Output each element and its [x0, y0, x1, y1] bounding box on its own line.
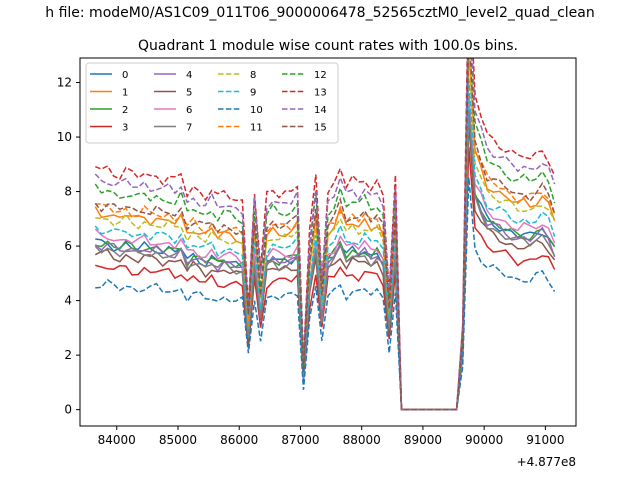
series-line-7: [94, 109, 556, 411]
legend-label-7: 7: [186, 123, 192, 134]
x-tick-label: 89000: [404, 433, 442, 447]
legend-label-3: 3: [122, 123, 128, 134]
chart-title: Quadrant 1 module wise count rates with …: [138, 38, 518, 54]
y-tick-label: 6: [64, 239, 72, 253]
x-tick-label: 90000: [465, 433, 503, 447]
y-axis: 0 2 4 6 8 10 12: [57, 76, 80, 417]
x-offset-label: +4.877e8: [517, 455, 576, 469]
legend-label-13: 13: [314, 88, 327, 99]
plot-area: 84000 85000 86000 87000 88000 89000 90000 91000…: [57, 57, 577, 469]
y-tick-label: 4: [64, 294, 72, 308]
series-line-15: [94, 58, 556, 411]
series-lines: [94, 58, 556, 411]
y-tick-label: 8: [64, 185, 72, 199]
legend-label-15: 15: [314, 123, 327, 134]
legend-label-9: 9: [250, 88, 256, 99]
legend-label-0: 0: [122, 70, 128, 81]
y-tick-label: 2: [64, 348, 72, 362]
y-tick-label: 0: [64, 403, 72, 417]
x-tick-label: 87000: [281, 433, 319, 447]
legend-label-2: 2: [122, 105, 128, 116]
x-tick-label: 85000: [159, 433, 197, 447]
series-line-13: [95, 58, 556, 411]
y-tick-label: 12: [57, 76, 72, 90]
axes-frame: [79, 57, 577, 427]
legend-label-10: 10: [250, 105, 263, 116]
legend-label-5: 5: [186, 88, 192, 99]
x-tick-label: 86000: [220, 433, 258, 447]
series-line-14: [94, 58, 556, 411]
series-line-10: [95, 177, 556, 411]
legend-label-11: 11: [250, 123, 263, 134]
legend-label-12: 12: [314, 70, 327, 81]
legend-frame: [85, 62, 339, 144]
x-axis: 84000 85000 86000 87000 88000 89000 90000 91000: [98, 426, 564, 447]
legend-label-8: 8: [250, 70, 256, 81]
legend-label-1: 1: [122, 88, 128, 99]
series-line-9: [94, 78, 556, 411]
y-tick-label: 10: [57, 130, 72, 144]
series-line-8: [95, 58, 556, 411]
x-tick-label: 88000: [343, 433, 381, 447]
legend-label-14: 14: [314, 105, 327, 116]
legend-label-4: 4: [186, 70, 192, 81]
figure-suptitle: h file: modeM0/AS1C09_011T06_9000006478_…: [45, 5, 594, 21]
legend-label-6: 6: [186, 105, 192, 116]
x-tick-label: 91000: [526, 433, 564, 447]
x-tick-label: 84000: [98, 433, 136, 447]
